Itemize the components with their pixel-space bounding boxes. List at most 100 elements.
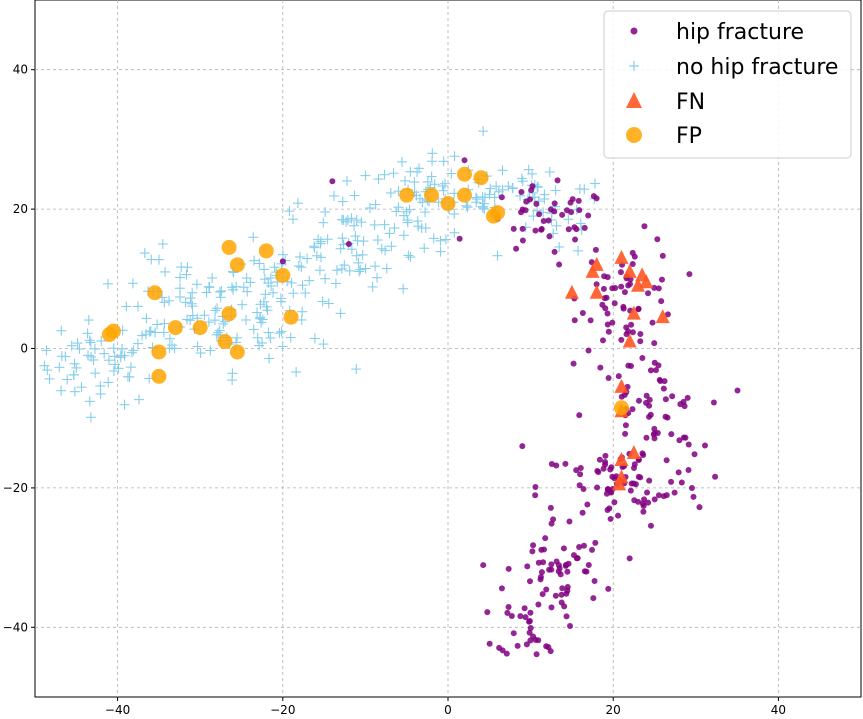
data-point-no-hip-fracture [286, 277, 297, 288]
data-point-no-hip-fracture [420, 207, 431, 218]
data-point-no-hip-fracture [337, 196, 348, 207]
data-point-no-hip-fracture [152, 319, 163, 330]
data-point-hip-fracture [696, 504, 703, 511]
data-point-hip-fracture [635, 397, 642, 404]
data-point-no-hip-fracture [344, 265, 355, 276]
data-point-no-hip-fracture [69, 358, 80, 369]
data-point-fp [229, 257, 245, 273]
legend-marker-hip-fracture [630, 27, 638, 35]
x-tick-label: 20 [606, 703, 621, 717]
data-point-hip-fracture [668, 431, 675, 438]
data-point-no-hip-fracture [192, 341, 203, 352]
data-point-no-hip-fracture [354, 266, 365, 277]
data-point-no-hip-fracture [405, 166, 416, 177]
data-point-hip-fracture [609, 319, 616, 326]
data-point-no-hip-fracture [323, 298, 334, 309]
data-point-no-hip-fracture [285, 332, 296, 343]
plot-area [39, 126, 741, 658]
data-point-hip-fracture [702, 442, 709, 449]
data-point-hip-fracture [651, 340, 658, 347]
data-point-no-hip-fracture [255, 299, 266, 310]
data-point-fn [614, 249, 629, 264]
data-point-hip-fracture [580, 542, 587, 549]
data-point-hip-fracture [671, 489, 678, 496]
data-point-no-hip-fracture [203, 281, 214, 292]
data-point-no-hip-fracture [218, 318, 229, 329]
data-point-hip-fracture [523, 641, 530, 648]
data-point-hip-fracture [552, 592, 559, 599]
data-point-no-hip-fracture [381, 263, 392, 274]
data-point-hip-fracture [641, 496, 648, 503]
data-point-no-hip-fracture [384, 228, 395, 239]
data-point-no-hip-fracture [351, 215, 362, 226]
data-point-hip-fracture [566, 518, 573, 525]
data-point-no-hip-fracture [209, 315, 220, 326]
x-tick-label: 40 [771, 703, 786, 717]
data-point-no-hip-fracture [404, 204, 415, 215]
data-point-no-hip-fracture [318, 339, 329, 350]
data-point-hip-fracture [527, 609, 534, 616]
data-point-hip-fracture [585, 561, 592, 568]
y-axis: −40 −20 0 20 40 [3, 63, 35, 634]
data-point-no-hip-fracture [322, 234, 333, 245]
data-point-no-hip-fracture [56, 325, 67, 336]
data-point-no-hip-fracture [238, 282, 249, 293]
data-point-hip-fracture [643, 434, 650, 441]
data-point-no-hip-fracture [573, 245, 584, 256]
data-point-no-hip-fracture [288, 288, 299, 299]
data-point-no-hip-fracture [426, 171, 437, 182]
data-point-hip-fracture [657, 378, 664, 385]
data-point-no-hip-fracture [528, 211, 539, 222]
data-point-hip-fracture [662, 396, 669, 403]
data-point-no-hip-fracture [337, 214, 348, 225]
data-point-hip-fracture [690, 493, 697, 500]
data-point-no-hip-fracture [102, 278, 113, 289]
data-point-hip-fracture [645, 499, 652, 506]
data-point-no-hip-fracture [497, 165, 508, 176]
data-point-no-hip-fracture [159, 318, 170, 329]
data-point-hip-fracture [576, 207, 583, 214]
data-point-hip-fracture [592, 539, 599, 546]
data-point-hip-fracture [521, 605, 528, 612]
data-point-fn [626, 445, 641, 460]
data-point-no-hip-fracture [201, 287, 212, 298]
data-point-hip-fracture [563, 590, 570, 597]
data-point-no-hip-fracture [175, 272, 186, 283]
data-point-no-hip-fracture [141, 313, 152, 324]
data-point-no-hip-fracture [337, 233, 348, 244]
data-point-hip-fracture [664, 311, 671, 318]
data-point-hip-fracture [618, 283, 625, 290]
data-point-fp [457, 187, 473, 203]
data-point-no-hip-fracture [440, 234, 451, 245]
data-point-no-hip-fracture [44, 373, 55, 384]
data-point-hip-fracture [603, 294, 610, 301]
data-point-no-hip-fracture [376, 243, 387, 254]
data-point-no-hip-fracture [297, 280, 308, 291]
data-point-no-hip-fracture [254, 258, 265, 269]
data-point-fn [611, 476, 626, 491]
data-point-hip-fracture [604, 274, 611, 281]
data-point-no-hip-fracture [438, 156, 449, 167]
data-point-no-hip-fracture [398, 230, 409, 241]
data-point-hip-fracture [684, 394, 691, 401]
data-point-hip-fracture [505, 604, 512, 611]
data-point-hip-fracture [647, 522, 654, 529]
data-point-no-hip-fracture [293, 261, 304, 272]
data-point-no-hip-fracture [82, 328, 93, 339]
data-point-no-hip-fracture [297, 306, 308, 317]
data-point-hip-fracture [573, 467, 580, 474]
data-point-no-hip-fracture [185, 293, 196, 304]
data-point-hip-fracture [567, 622, 574, 629]
data-point-hip-fracture [548, 604, 555, 611]
data-point-no-hip-fracture [369, 219, 380, 230]
data-point-hip-fracture [604, 321, 611, 328]
data-point-hip-fracture [635, 473, 642, 480]
data-point-hip-fracture [522, 614, 529, 621]
data-point-hip-fracture [629, 406, 636, 413]
data-point-hip-fracture [533, 651, 540, 658]
data-point-no-hip-fracture [195, 348, 206, 359]
data-point-hip-fracture [558, 591, 565, 598]
data-point-no-hip-fracture [462, 202, 473, 213]
data-point-no-hip-fracture [66, 340, 77, 351]
data-point-hip-fracture [604, 310, 611, 317]
